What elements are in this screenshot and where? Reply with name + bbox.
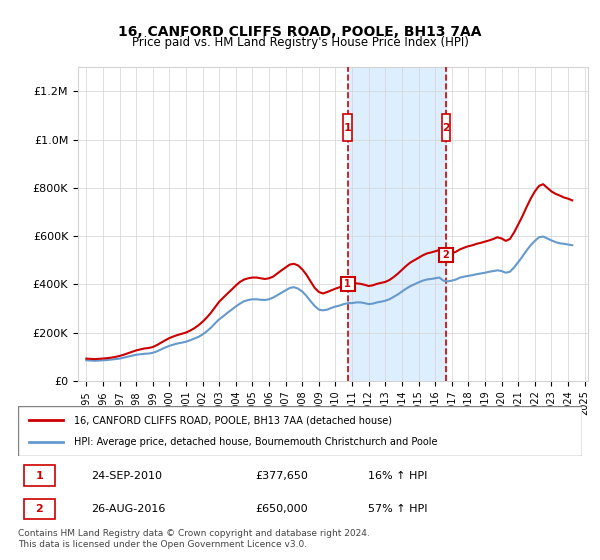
Text: Price paid vs. HM Land Registry's House Price Index (HPI): Price paid vs. HM Land Registry's House …: [131, 36, 469, 49]
FancyBboxPatch shape: [23, 499, 55, 519]
Text: 16, CANFORD CLIFFS ROAD, POOLE, BH13 7AA (detached house): 16, CANFORD CLIFFS ROAD, POOLE, BH13 7AA…: [74, 415, 392, 425]
Text: 2: 2: [442, 123, 450, 133]
Text: 24-SEP-2010: 24-SEP-2010: [91, 470, 163, 480]
FancyBboxPatch shape: [442, 114, 450, 141]
Text: 2: 2: [35, 504, 43, 514]
Text: 1: 1: [35, 470, 43, 480]
Text: 1: 1: [344, 279, 351, 290]
FancyBboxPatch shape: [18, 406, 582, 456]
FancyBboxPatch shape: [23, 465, 55, 486]
Text: 16% ↑ HPI: 16% ↑ HPI: [368, 470, 427, 480]
Bar: [347, 67, 446, 381]
Text: HPI: Average price, detached house, Bournemouth Christchurch and Poole: HPI: Average price, detached house, Bour…: [74, 437, 438, 447]
Text: 2: 2: [443, 250, 449, 260]
Text: 1: 1: [344, 123, 352, 133]
Text: £650,000: £650,000: [255, 504, 308, 514]
Text: Contains HM Land Registry data © Crown copyright and database right 2024.
This d: Contains HM Land Registry data © Crown c…: [18, 529, 370, 549]
FancyBboxPatch shape: [343, 114, 352, 141]
Text: 57% ↑ HPI: 57% ↑ HPI: [368, 504, 427, 514]
Text: £377,650: £377,650: [255, 470, 308, 480]
Text: 16, CANFORD CLIFFS ROAD, POOLE, BH13 7AA: 16, CANFORD CLIFFS ROAD, POOLE, BH13 7AA: [118, 25, 482, 39]
Text: 26-AUG-2016: 26-AUG-2016: [91, 504, 166, 514]
